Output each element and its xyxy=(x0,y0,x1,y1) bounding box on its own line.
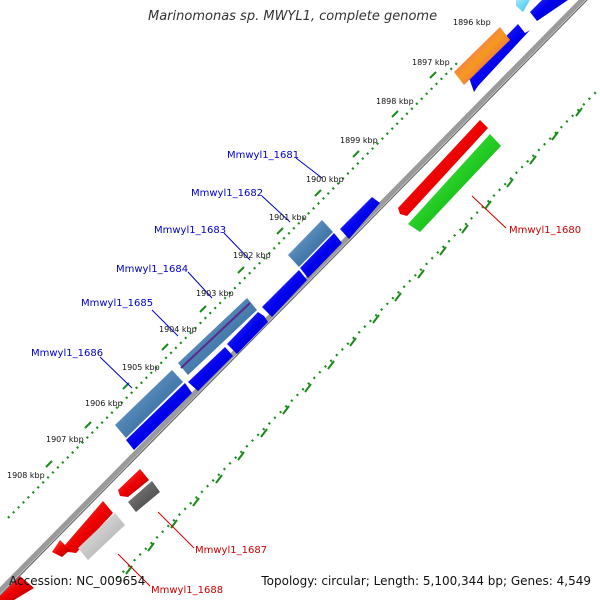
gene-label-mmwyl1-1682[interactable]: Mmwyl1_1682 xyxy=(191,188,263,199)
reverse-cds-arrow[interactable] xyxy=(0,576,34,600)
reverse-cds-arrow[interactable] xyxy=(398,120,488,216)
forward-cds-arrow[interactable] xyxy=(516,0,530,12)
steel-feature[interactable] xyxy=(115,370,183,438)
gene-label-mmwyl1-1683[interactable]: Mmwyl1_1683 xyxy=(154,225,226,236)
green-feature[interactable] xyxy=(408,134,501,232)
forward-cds-arrow[interactable] xyxy=(126,383,192,450)
gene-labels: Mmwyl1_1680 Mmwyl1_1681 Mmwyl1_1682 Mmwy… xyxy=(31,150,581,596)
map-title: Marinomonas sp. MWYL1, complete genome xyxy=(148,9,438,24)
reverse-cds-arrow[interactable] xyxy=(52,540,70,557)
forward-cds-arrow[interactable] xyxy=(188,347,233,391)
steel-features xyxy=(115,220,333,438)
forward-cds-arrow[interactable] xyxy=(340,197,380,239)
tick-label: 1901 kbp xyxy=(269,213,307,222)
tick-label: 1902 kbp xyxy=(233,251,271,260)
gray-feature[interactable] xyxy=(128,481,160,512)
tick-label: 1907 kbp xyxy=(46,435,84,444)
gene-label-mmwyl1-1688[interactable]: Mmwyl1_1688 xyxy=(151,585,223,596)
tick-label: 1903 kbp xyxy=(196,289,234,298)
reverse-cds-arrow[interactable] xyxy=(118,469,149,497)
purple-feature-line xyxy=(180,302,251,369)
forward-cds-arrow[interactable] xyxy=(262,270,307,317)
tick-label: 1900 kbp xyxy=(306,175,344,184)
gene-label-mmwyl1-1687[interactable]: Mmwyl1_1687 xyxy=(195,545,267,556)
tick-labels: 1896 kbp 1897 kbp 1898 kbp 1899 kbp 1900… xyxy=(7,18,491,480)
light-gray-feature[interactable] xyxy=(78,513,125,560)
tick-label: 1906 kbp xyxy=(85,399,123,408)
steel-feature[interactable] xyxy=(178,298,257,375)
leader-lines xyxy=(99,157,507,587)
gene-label-mmwyl1-1681[interactable]: Mmwyl1_1681 xyxy=(227,150,299,161)
tick-label: 1897 kbp xyxy=(412,58,450,67)
accession-label: Accession: NC_009654 xyxy=(9,574,146,588)
forward-cds-arrow[interactable] xyxy=(468,24,530,92)
genome-summary: Topology: circular; Length: 5,100,344 bp… xyxy=(261,574,591,588)
outer-dotted-guide xyxy=(116,87,600,579)
tick-label: 1908 kbp xyxy=(7,471,45,480)
tick-label: 1905 kbp xyxy=(122,363,160,372)
outer-tick-marks xyxy=(125,107,583,575)
forward-cds-arrow[interactable] xyxy=(300,233,342,278)
reverse-cds-arrow[interactable] xyxy=(65,501,113,553)
gene-label-mmwyl1-1684[interactable]: Mmwyl1_1684 xyxy=(116,264,188,275)
tick-label: 1898 kbp xyxy=(376,97,414,106)
forward-cds-features xyxy=(126,0,568,450)
genome-backbone-shadow xyxy=(0,0,588,597)
forward-cds-arrow[interactable] xyxy=(530,0,568,21)
gene-label-mmwyl1-1685[interactable]: Mmwyl1_1685 xyxy=(81,298,153,309)
multicolor-feature[interactable] xyxy=(454,27,510,85)
reverse-cds-features xyxy=(0,120,488,600)
tick-label: 1896 kbp xyxy=(453,18,491,27)
inner-dotted-guide xyxy=(7,59,461,519)
forward-cds-arrow[interactable] xyxy=(227,312,268,354)
gene-label-mmwyl1-1680[interactable]: Mmwyl1_1680 xyxy=(509,225,581,236)
steel-feature[interactable] xyxy=(288,220,333,267)
tick-label: 1899 kbp xyxy=(340,136,378,145)
gene-label-mmwyl1-1686[interactable]: Mmwyl1_1686 xyxy=(31,348,103,359)
tick-label: 1904 kbp xyxy=(159,325,197,334)
